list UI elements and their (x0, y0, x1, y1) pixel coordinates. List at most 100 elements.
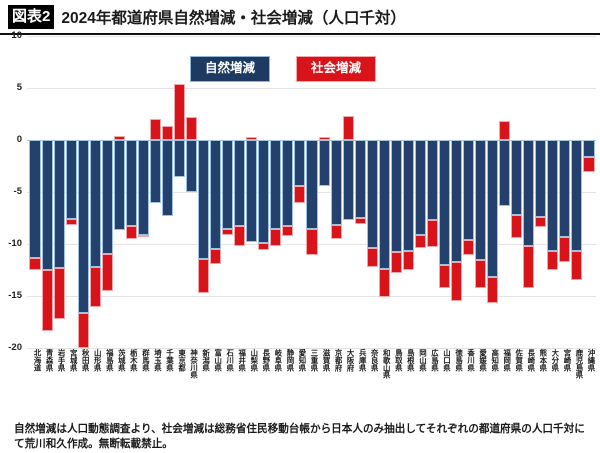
bar-segment-natural[interactable] (89, 140, 101, 267)
bar-group[interactable] (378, 36, 390, 348)
bar-segment-natural[interactable] (77, 140, 89, 313)
bar-segment-natural[interactable] (125, 140, 137, 227)
bar-segment-social[interactable] (559, 236, 571, 262)
bar-segment-social[interactable] (463, 239, 475, 256)
bar-segment-natural[interactable] (354, 140, 366, 218)
bar-segment-natural[interactable] (198, 140, 210, 259)
bar-group[interactable] (342, 36, 354, 348)
bar-segment-natural[interactable] (306, 140, 318, 230)
bar-group[interactable] (173, 36, 186, 348)
bar-segment-social[interactable] (198, 258, 210, 293)
bar-segment-social[interactable] (101, 254, 113, 291)
bar-group[interactable] (414, 36, 426, 348)
bar-segment-natural[interactable] (222, 140, 234, 230)
bar-group[interactable] (125, 36, 137, 348)
bar-group[interactable] (583, 36, 595, 348)
bar-segment-social[interactable] (113, 135, 125, 140)
bar-segment-social[interactable] (210, 249, 222, 264)
bar-segment-social[interactable] (53, 267, 65, 319)
bar-segment-natural[interactable] (342, 140, 354, 221)
bar-group[interactable] (246, 36, 258, 348)
bar-segment-social[interactable] (330, 225, 342, 239)
bar-segment-natural[interactable] (475, 140, 487, 260)
bar-segment-social[interactable] (571, 251, 583, 281)
bar-group[interactable] (438, 36, 450, 348)
bar-group[interactable] (53, 36, 65, 348)
bar-segment-natural[interactable] (149, 140, 161, 204)
bar-segment-natural[interactable] (53, 140, 65, 268)
bar-segment-natural[interactable] (571, 140, 583, 252)
bar-segment-social[interactable] (438, 264, 450, 288)
bar-group[interactable] (330, 36, 342, 348)
bar-group[interactable] (149, 36, 161, 348)
bar-group[interactable] (306, 36, 318, 348)
bar-segment-social[interactable] (475, 259, 487, 288)
bar-segment-natural[interactable] (547, 140, 559, 252)
bar-group[interactable] (186, 36, 198, 348)
bar-segment-natural[interactable] (450, 140, 463, 262)
bar-segment-natural[interactable] (390, 140, 402, 253)
bar-group[interactable] (222, 36, 234, 348)
bar-segment-social[interactable] (29, 257, 41, 270)
bar-segment-natural[interactable] (438, 140, 450, 265)
bar-segment-natural[interactable] (402, 140, 414, 252)
bar-group[interactable] (161, 36, 174, 348)
bar-segment-natural[interactable] (258, 140, 270, 243)
bar-segment-social[interactable] (222, 229, 234, 235)
bar-segment-natural[interactable] (29, 140, 41, 258)
bar-group[interactable] (523, 36, 535, 348)
bar-group[interactable] (113, 36, 125, 348)
bar-segment-natural[interactable] (101, 140, 113, 255)
bar-segment-social[interactable] (342, 116, 354, 140)
bar-group[interactable] (318, 36, 330, 348)
bar-segment-social[interactable] (173, 83, 186, 140)
bar-segment-social[interactable] (282, 226, 294, 236)
bar-segment-social[interactable] (161, 126, 174, 140)
bar-segment-social[interactable] (125, 226, 137, 239)
bar-segment-social[interactable] (294, 185, 306, 204)
bar-segment-social[interactable] (450, 261, 463, 302)
bar-segment-social[interactable] (149, 119, 161, 140)
bar-segment-natural[interactable] (378, 140, 390, 269)
bar-group[interactable] (270, 36, 282, 348)
bar-segment-natural[interactable] (559, 140, 571, 237)
bar-group[interactable] (559, 36, 571, 348)
bar-segment-social[interactable] (65, 219, 77, 226)
bar-segment-natural[interactable] (499, 140, 511, 206)
bar-segment-natural[interactable] (366, 140, 378, 249)
bar-group[interactable] (402, 36, 414, 348)
bar-group[interactable] (571, 36, 583, 348)
bar-group[interactable] (426, 36, 438, 348)
bar-segment-social[interactable] (186, 117, 198, 140)
bar-segment-natural[interactable] (210, 140, 222, 250)
bar-segment-natural[interactable] (186, 140, 198, 192)
bar-segment-natural[interactable] (535, 140, 547, 217)
bar-segment-natural[interactable] (583, 140, 595, 157)
bar-segment-natural[interactable] (318, 140, 330, 186)
bar-segment-social[interactable] (390, 252, 402, 274)
bar-segment-social[interactable] (535, 216, 547, 228)
bar-segment-social[interactable] (402, 251, 414, 270)
bar-segment-natural[interactable] (173, 140, 186, 178)
bar-group[interactable] (475, 36, 487, 348)
bar-segment-natural[interactable] (523, 140, 535, 247)
bar-group[interactable] (29, 36, 41, 348)
bar-segment-social[interactable] (41, 270, 53, 332)
bar-segment-social[interactable] (426, 220, 438, 248)
bar-segment-natural[interactable] (463, 140, 475, 240)
bar-group[interactable] (535, 36, 547, 348)
bar-segment-natural[interactable] (294, 140, 306, 186)
bar-group[interactable] (547, 36, 559, 348)
bar-group[interactable] (463, 36, 475, 348)
bar-segment-social[interactable] (366, 248, 378, 267)
bar-segment-social[interactable] (511, 214, 523, 238)
bar-group[interactable] (41, 36, 53, 348)
bar-segment-social[interactable] (270, 229, 282, 247)
bar-group[interactable] (282, 36, 294, 348)
bar-segment-social[interactable] (354, 218, 366, 225)
bar-group[interactable] (89, 36, 101, 348)
bar-group[interactable] (77, 36, 89, 348)
bar-group[interactable] (487, 36, 499, 348)
bar-segment-social[interactable] (306, 229, 318, 256)
bar-segment-social[interactable] (523, 246, 535, 288)
